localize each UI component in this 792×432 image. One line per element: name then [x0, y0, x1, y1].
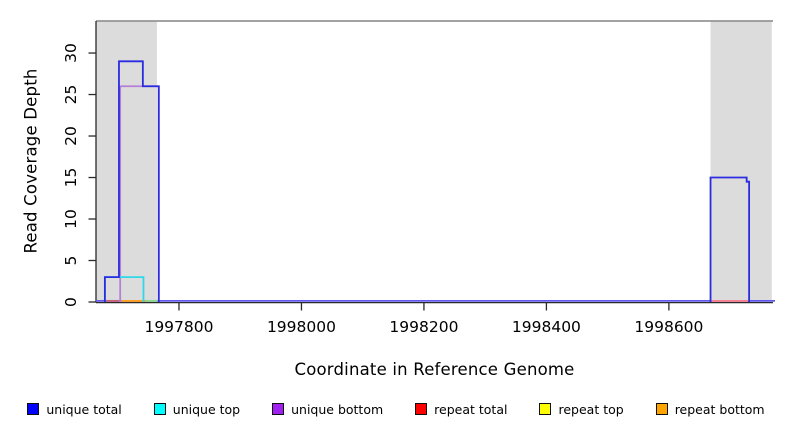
legend-label: repeat top	[558, 401, 624, 417]
coverage-plot: 1997800 1998000 1998200 1998400 1998600 0 5 10 1…	[62, 20, 775, 336]
legend-label: unique total	[46, 401, 122, 417]
repeat-bottom-swatch-icon	[655, 403, 668, 415]
legend-item-repeat-top: repeat top	[539, 401, 624, 417]
svg-text:30: 30	[62, 43, 80, 63]
svg-text:0: 0	[62, 297, 80, 307]
legend-label: repeat bottom	[674, 401, 765, 417]
unique-total-swatch-icon	[27, 403, 40, 415]
x-axis-title: Coordinate in Reference Genome	[294, 360, 575, 379]
svg-text:5: 5	[62, 256, 80, 266]
legend-label: repeat total	[434, 401, 508, 417]
legend-item-repeat-total: repeat total	[415, 402, 507, 417]
legend-item-unique-bottom: unique bottom	[272, 402, 383, 417]
legend: unique total unique top unique bottom re…	[0, 396, 792, 422]
y-axis-title: Read Coverage Depth	[21, 68, 41, 254]
svg-text:1997800: 1997800	[144, 318, 213, 336]
legend-label: unique top	[172, 401, 241, 417]
svg-text:1998000: 1998000	[267, 318, 336, 336]
svg-text:25: 25	[62, 85, 80, 105]
svg-text:1998600: 1998600	[634, 318, 703, 336]
legend-item-unique-total: unique total	[27, 401, 122, 417]
svg-text:15: 15	[62, 168, 80, 188]
unique-top-swatch-icon	[153, 403, 166, 415]
svg-text:1998400: 1998400	[512, 318, 581, 336]
legend-label: unique bottom	[291, 401, 384, 417]
repeat-total-swatch-icon	[415, 403, 428, 415]
svg-text:10: 10	[62, 209, 80, 229]
svg-text:20: 20	[62, 126, 80, 146]
legend-item-unique-top: unique top	[153, 401, 241, 417]
legend-item-repeat-bottom: repeat bottom	[655, 401, 765, 417]
svg-text:1998200: 1998200	[389, 318, 458, 336]
repeat-top-swatch-icon	[539, 403, 552, 415]
unique-bottom-swatch-icon	[272, 403, 285, 415]
